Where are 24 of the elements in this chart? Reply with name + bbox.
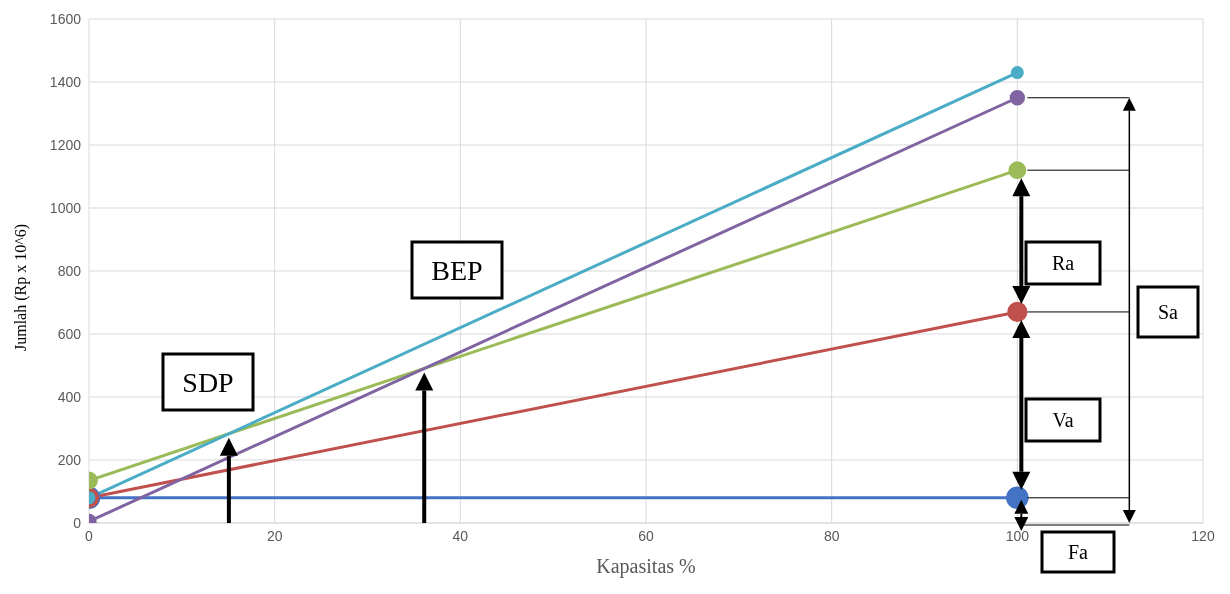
- text: Fa: [1068, 541, 1089, 563]
- y-tick-label: 200: [57, 451, 82, 468]
- annotation: Ra: [1051, 252, 1075, 274]
- annotation: BEP: [431, 254, 483, 286]
- annotation: SDP: [182, 366, 234, 398]
- y-tick-label: 0: [73, 514, 82, 531]
- y-axis-title: Jumlah (Rp x 10^6): [11, 223, 30, 351]
- annotation: Va: [1052, 409, 1074, 431]
- x-tick-label: 80: [823, 527, 840, 544]
- y-tick-label: 800: [57, 262, 82, 279]
- x-tick-label: 40: [452, 527, 469, 544]
- x-tick-label: 120: [1191, 527, 1215, 544]
- y-tick-label: 1400: [49, 73, 82, 90]
- y-tick-label: 1000: [49, 199, 82, 216]
- x-axis-title: Kapasitas %: [596, 555, 696, 578]
- y-tick-label: 400: [57, 388, 82, 405]
- x-tick-label: 60: [638, 527, 654, 544]
- y-tick-label: 1600: [49, 10, 82, 27]
- x-tick-label: 20: [266, 527, 283, 544]
- x-tick-label: 0: [85, 527, 94, 544]
- x-tick-label: 100: [1005, 527, 1030, 544]
- y-tick-label: 600: [57, 325, 82, 342]
- annotation: Sa: [1158, 301, 1179, 323]
- y-tick-label: 1200: [49, 136, 82, 153]
